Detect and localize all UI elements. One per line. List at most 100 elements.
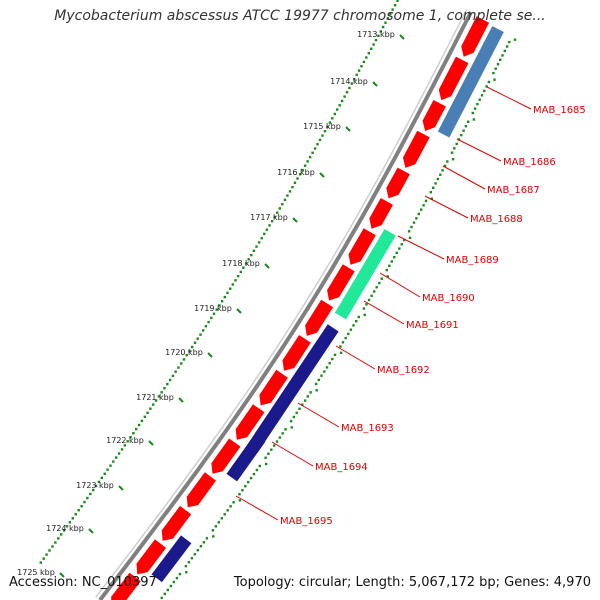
gc-dot <box>313 147 317 150</box>
kbp-tick <box>59 572 65 578</box>
gc-dot <box>336 108 339 111</box>
cds-arrow <box>211 438 241 474</box>
gc-skew-dot <box>320 374 323 377</box>
cds-arrow <box>305 299 334 336</box>
kbp-tick <box>207 352 213 358</box>
gc-skew-dot <box>226 509 229 512</box>
gc-dot <box>202 329 205 332</box>
gc-skew-dot <box>333 353 337 357</box>
backbone-track <box>95 8 473 600</box>
gc-dot <box>199 333 202 336</box>
gc-dot <box>389 12 392 16</box>
gc-dot <box>204 325 208 328</box>
gc-dot <box>372 43 375 46</box>
gene-leader-line <box>297 402 340 428</box>
gc-dot <box>343 95 346 98</box>
gc-dot <box>83 500 86 504</box>
gc-dot <box>306 160 309 163</box>
gc-skew-dot <box>395 251 398 255</box>
gc-skew-dot <box>278 436 282 439</box>
kbp-tick <box>319 172 325 178</box>
gene-label-mab_1685[interactable]: MAB_1685 <box>533 105 586 116</box>
gc-skew-dots <box>39 0 517 600</box>
gc-skew-dot <box>238 499 242 502</box>
gc-skew-dot <box>388 264 391 267</box>
gc-dot <box>212 312 216 315</box>
gc-dot <box>77 509 80 512</box>
gc-skew-dot <box>187 561 191 564</box>
gene-label-mab_1689[interactable]: MAB_1689 <box>446 255 499 266</box>
gc-skew-dot <box>303 399 307 402</box>
gene-label-mab_1687[interactable]: MAB_1687 <box>487 185 540 196</box>
gc-dot <box>278 207 281 210</box>
gc-dot <box>338 104 341 107</box>
gc-skew-dot <box>478 98 481 101</box>
kbp-tick <box>118 485 124 491</box>
gc-dot <box>92 488 95 492</box>
gc-skew-dot <box>480 94 484 97</box>
gc-skew-dot <box>410 225 413 229</box>
gc-dot <box>348 86 351 90</box>
gc-dot <box>260 237 263 240</box>
gene-leader-line <box>363 300 405 325</box>
kbp-tick-label: 1717 kbp <box>250 213 288 222</box>
topology-text: Topology: circular; Length: 5,067,172 bp… <box>233 575 591 590</box>
gc-dot <box>270 220 274 223</box>
gc-dot <box>362 60 366 64</box>
gc-dot <box>103 472 106 475</box>
gc-dot <box>252 249 256 252</box>
gc-skew-dot <box>323 370 326 373</box>
gc-skew-dot <box>513 38 517 41</box>
gc-skew-dot <box>455 142 458 146</box>
kbp-ruler: 1713 kbp 1714 kbp 1715 kbp 1716 kbp 1717 kbp… <box>17 30 405 578</box>
backbone-line <box>98 11 473 600</box>
gc-skew-dot <box>471 111 474 115</box>
gc-skew-dot <box>205 537 209 540</box>
kbp-tick-label: 1714 kbp <box>330 77 368 86</box>
gene-label-mab_1690[interactable]: MAB_1690 <box>422 293 475 304</box>
gc-skew-dot <box>429 191 432 194</box>
gc-skew-dot <box>339 345 342 348</box>
kbp-tick <box>88 528 94 534</box>
gc-dot <box>106 468 109 471</box>
gc-skew-dot <box>357 315 360 319</box>
gc-skew-dot <box>273 444 276 447</box>
kbp-tick-label: 1720 kbp <box>165 348 203 357</box>
gc-dot <box>117 452 121 455</box>
gc-dot <box>191 345 194 349</box>
gc-dot <box>301 168 304 172</box>
gc-skew-dot <box>355 320 358 323</box>
gc-dot <box>379 30 382 33</box>
kbp-tick <box>345 126 351 132</box>
gc-dot <box>68 521 72 524</box>
gc-dot <box>244 262 248 265</box>
gc-skew-dot <box>217 521 220 524</box>
gc-dot <box>223 295 226 299</box>
cds-arrow <box>348 228 376 265</box>
gene-label-mab_1691[interactable]: MAB_1691 <box>406 320 459 331</box>
gc-skew-dot <box>314 382 318 386</box>
gene-label-mab_1688[interactable]: MAB_1688 <box>470 214 523 225</box>
gc-dot <box>171 374 175 378</box>
gc-skew-dot <box>190 557 194 560</box>
gc-dot <box>283 198 287 202</box>
gc-skew-dot <box>229 505 232 508</box>
gc-dot <box>126 440 129 443</box>
gene-leader-line <box>424 195 469 219</box>
gc-dot <box>80 505 83 508</box>
gene-label-mab_1694[interactable]: MAB_1694 <box>315 462 368 473</box>
kbp-tick <box>236 308 242 314</box>
gc-dot <box>331 117 334 120</box>
cds-track <box>111 16 490 600</box>
kbp-tick <box>178 397 184 403</box>
gene-label-mab_1693[interactable]: MAB_1693 <box>341 423 394 434</box>
kbp-tick-label: 1713 kbp <box>357 30 395 39</box>
gc-skew-dot <box>508 40 511 44</box>
gc-dot <box>210 316 213 320</box>
gc-skew-dot <box>289 419 293 423</box>
gc-dot <box>65 525 69 528</box>
gc-skew-dot <box>281 432 284 435</box>
gene-label-mab_1692[interactable]: MAB_1692 <box>377 365 430 376</box>
gene-label-mab_1686[interactable]: MAB_1686 <box>503 157 556 168</box>
gene-label-mab_1695[interactable]: MAB_1695 <box>280 516 333 527</box>
